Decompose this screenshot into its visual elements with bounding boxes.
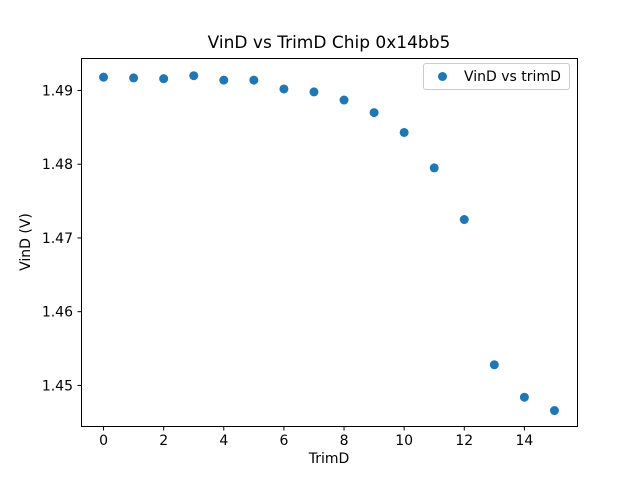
y-tick-label: 1.45 (42, 378, 73, 394)
data-point (309, 87, 319, 97)
y-axis-label: VinD (V) (18, 213, 34, 271)
data-point (429, 163, 439, 173)
data-point (549, 406, 559, 416)
data-point (159, 74, 169, 84)
data-point (459, 215, 469, 225)
legend-label: VinD vs trimD (464, 68, 561, 85)
x-tick-label: 6 (279, 433, 288, 449)
data-point (99, 72, 109, 82)
data-point (369, 108, 379, 118)
data-point (279, 84, 289, 94)
legend-marker-icon (438, 72, 447, 81)
y-tick-label: 1.48 (42, 157, 73, 173)
data-point (489, 360, 499, 370)
data-point (519, 392, 529, 402)
axes-frame (81, 58, 578, 427)
data-point (219, 75, 229, 85)
y-tick-label: 1.47 (42, 231, 73, 247)
data-point (399, 127, 409, 137)
x-axis-label: TrimD (308, 451, 350, 467)
x-tick-label: 0 (99, 433, 108, 449)
data-point (129, 73, 139, 83)
x-tick-label: 12 (455, 433, 473, 449)
chart-title: VinD vs TrimD Chip 0x14bb5 (207, 33, 451, 53)
x-tick-label: 4 (219, 433, 228, 449)
x-tick-label: 14 (515, 433, 533, 449)
x-tick-label: 8 (340, 433, 349, 449)
y-tick-label: 1.49 (42, 83, 73, 99)
x-tick-label: 2 (159, 433, 168, 449)
legend: VinD vs trimD (423, 63, 570, 90)
x-tick-label: 10 (395, 433, 413, 449)
data-point (189, 71, 199, 81)
data-point (249, 75, 259, 85)
data-point (339, 95, 349, 105)
y-tick-label: 1.46 (42, 305, 73, 321)
